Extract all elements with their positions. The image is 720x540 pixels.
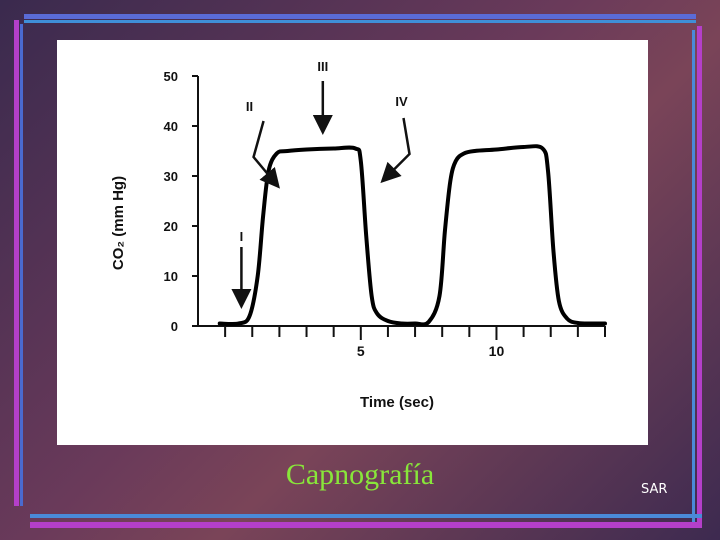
y-tick-label-50: 50 — [164, 69, 178, 84]
annotation-label-IV: IV — [395, 94, 408, 109]
x-tick-label-10: 10 — [489, 343, 505, 359]
annotation-arrow-II — [252, 120, 280, 189]
y-axis-label: CO₂ (mm Hg) — [110, 176, 127, 270]
chart-panel: 0 10 20 30 40 50 5 10 I II III IV Time (sec) CO₂ (… — [57, 40, 648, 445]
frame-top-bar — [24, 14, 696, 19]
y-tick-label-20: 20 — [164, 219, 178, 234]
frame-right-bar — [697, 26, 702, 526]
frame-left-bar — [14, 20, 19, 506]
annotation-label-I: I — [240, 229, 244, 244]
x-axis-label: Time (sec) — [360, 394, 434, 411]
tick-marks: 0 10 20 30 40 50 5 10 — [164, 69, 606, 359]
frame-right-line — [692, 30, 695, 526]
series-line-0 — [217, 144, 607, 327]
frame-left-line — [20, 24, 23, 506]
frame-bottom-line — [30, 514, 702, 518]
y-tick-label-30: 30 — [164, 169, 178, 184]
y-tick-label-0: 0 — [171, 319, 178, 334]
annotation-label-III: III — [317, 59, 328, 74]
series-group — [217, 144, 607, 327]
frame-top-line — [24, 20, 696, 23]
annotation-arrow-IV — [380, 117, 411, 184]
axes — [197, 76, 605, 327]
y-tick-label-10: 10 — [164, 269, 178, 284]
x-tick-label-5: 5 — [357, 343, 365, 359]
y-tick-label-40: 40 — [164, 119, 178, 134]
footer-label: SAR — [641, 482, 668, 497]
annotation-label-II: II — [246, 99, 253, 114]
slide-caption: Capnografía — [285, 458, 435, 491]
frame-bottom-bar — [30, 522, 702, 528]
